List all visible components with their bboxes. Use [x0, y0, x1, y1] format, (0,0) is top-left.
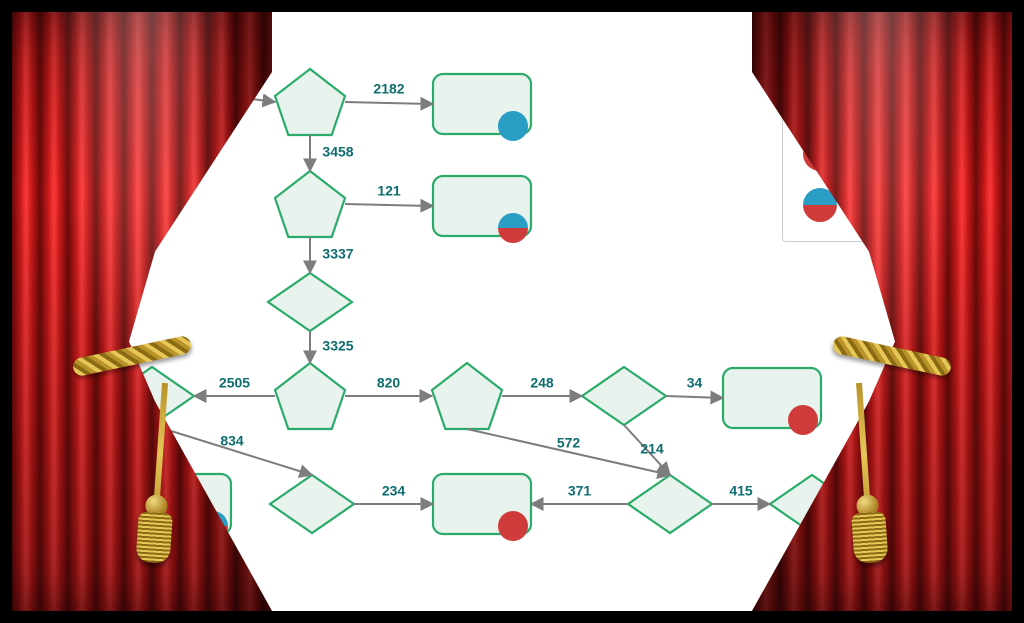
node-r5: [433, 474, 531, 541]
edge: [345, 102, 433, 104]
node-p4: [432, 363, 502, 429]
edge-label: 2182: [373, 81, 404, 97]
node-r2: [433, 176, 531, 243]
node-d5: [628, 475, 712, 533]
edge-label: 834: [220, 433, 244, 449]
edge: [666, 396, 723, 398]
legend-row: [803, 83, 1002, 123]
edge: [345, 204, 433, 206]
edge-label: 3458: [322, 144, 353, 160]
edge-label: 2505: [219, 375, 250, 391]
legend: [782, 62, 1012, 242]
node-r1: [433, 74, 531, 141]
node-p3: [275, 363, 345, 429]
legend-swatch-red: [803, 137, 837, 171]
edge-label: 34: [687, 375, 703, 391]
node-d1: [268, 273, 352, 331]
edge-label: 248: [530, 375, 554, 391]
edge-label: 3325: [322, 338, 353, 354]
node-d4: [270, 475, 354, 533]
legend-row: [803, 134, 1002, 174]
legend-swatch-split: [803, 188, 837, 222]
edge-label: 234: [382, 483, 406, 499]
legend-line: [855, 97, 1002, 109]
node-r3: [723, 368, 821, 435]
legend-row: [803, 185, 1002, 225]
node-p1: [275, 69, 345, 135]
node-r4: [133, 474, 231, 541]
node-p2: [275, 171, 345, 237]
legend-line: [855, 148, 1002, 160]
edge-label: 572: [557, 435, 581, 451]
node-d6: [770, 475, 854, 533]
edge-label: 3337: [322, 246, 353, 262]
edge-label: 371: [568, 483, 592, 499]
node-d3: [582, 367, 666, 425]
edge: [182, 90, 275, 102]
edge-label: 415: [729, 483, 753, 499]
node-d2: [110, 367, 194, 425]
edge-label: 214: [640, 441, 664, 457]
legend-line: [855, 199, 1002, 211]
edge-label: 121: [377, 183, 401, 199]
edge-label: 297: [217, 69, 241, 85]
stage: 297 2182 3458 121 3337 3325 2505 820 248 34 214 572…: [12, 12, 1012, 611]
legend-swatch-blue: [803, 86, 837, 120]
edge-label: 820: [377, 375, 401, 391]
